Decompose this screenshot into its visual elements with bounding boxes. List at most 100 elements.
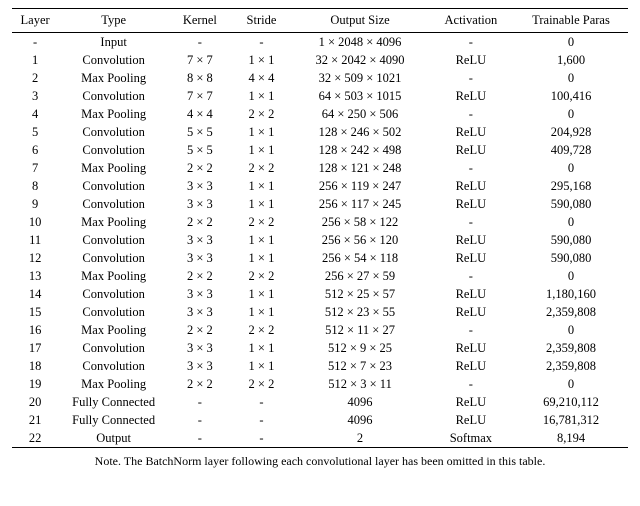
table-header-row: Layer Type Kernel Stride Output Size Act…	[12, 9, 628, 33]
table-cell: ReLU	[428, 285, 514, 303]
table-cell: 8	[12, 177, 58, 195]
table-cell: Convolution	[58, 51, 169, 69]
table-cell: ReLU	[428, 249, 514, 267]
table-cell: -	[231, 393, 293, 411]
col-type: Type	[58, 9, 169, 33]
table-cell: Fully Connected	[58, 411, 169, 429]
table-row: 3Convolution7 × 71 × 164 × 503 × 1015ReL…	[12, 87, 628, 105]
table-cell: ReLU	[428, 87, 514, 105]
table-cell: -	[428, 321, 514, 339]
table-cell: Convolution	[58, 141, 169, 159]
table-row: 9Convolution3 × 31 × 1256 × 117 × 245ReL…	[12, 195, 628, 213]
table-cell: 3 × 3	[169, 231, 231, 249]
table-row: 17Convolution3 × 31 × 1512 × 9 × 25ReLU2…	[12, 339, 628, 357]
table-cell: 0	[514, 33, 628, 52]
table-cell: 0	[514, 267, 628, 285]
table-row: -Input--1 × 2048 × 4096-0	[12, 33, 628, 52]
table-cell: 32 × 509 × 1021	[292, 69, 428, 87]
table-cell: 2 × 2	[231, 321, 293, 339]
table-cell: 7	[12, 159, 58, 177]
table-cell: Max Pooling	[58, 159, 169, 177]
table-cell: ReLU	[428, 411, 514, 429]
table-cell: 9	[12, 195, 58, 213]
table-cell: 590,080	[514, 195, 628, 213]
table-cell: 2 × 2	[231, 159, 293, 177]
table-cell: 1	[12, 51, 58, 69]
table-cell: 1 × 1	[231, 87, 293, 105]
table-cell: 22	[12, 429, 58, 448]
table-cell: 256 × 119 × 247	[292, 177, 428, 195]
table-cell: 21	[12, 411, 58, 429]
table-body: -Input--1 × 2048 × 4096-01Convolution7 ×…	[12, 33, 628, 448]
table-cell: 2 × 2	[169, 267, 231, 285]
col-layer: Layer	[12, 9, 58, 33]
table-cell: -	[169, 393, 231, 411]
table-cell: 15	[12, 303, 58, 321]
table-cell: Softmax	[428, 429, 514, 448]
table-cell: ReLU	[428, 231, 514, 249]
table-cell: 16,781,312	[514, 411, 628, 429]
table-cell: 2 × 2	[231, 105, 293, 123]
table-cell: 512 × 11 × 27	[292, 321, 428, 339]
table-cell: 0	[514, 375, 628, 393]
table-row: 5Convolution5 × 51 × 1128 × 246 × 502ReL…	[12, 123, 628, 141]
table-cell: 20	[12, 393, 58, 411]
table-row: 18Convolution3 × 31 × 1512 × 7 × 23ReLU2…	[12, 357, 628, 375]
col-stride: Stride	[231, 9, 293, 33]
table-cell: 256 × 117 × 245	[292, 195, 428, 213]
table-cell: Convolution	[58, 177, 169, 195]
table-cell: ReLU	[428, 141, 514, 159]
col-kernel: Kernel	[169, 9, 231, 33]
table-row: 14Convolution3 × 31 × 1512 × 25 × 57ReLU…	[12, 285, 628, 303]
table-cell: 512 × 23 × 55	[292, 303, 428, 321]
table-cell: 2 × 2	[231, 267, 293, 285]
table-cell: 14	[12, 285, 58, 303]
table-cell: ReLU	[428, 339, 514, 357]
table-cell: 64 × 250 × 506	[292, 105, 428, 123]
table-cell: 590,080	[514, 231, 628, 249]
table-cell: 1 × 1	[231, 123, 293, 141]
table-cell: 1 × 1	[231, 195, 293, 213]
table-cell: 1,180,160	[514, 285, 628, 303]
table-row: 8Convolution3 × 31 × 1256 × 119 × 247ReL…	[12, 177, 628, 195]
table-row: 19Max Pooling2 × 22 × 2512 × 3 × 11-0	[12, 375, 628, 393]
table-cell: 8 × 8	[169, 69, 231, 87]
table-cell: -	[428, 375, 514, 393]
table-cell: 1 × 1	[231, 141, 293, 159]
table-row: 4Max Pooling4 × 42 × 264 × 250 × 506-0	[12, 105, 628, 123]
table-cell: 19	[12, 375, 58, 393]
table-cell: Convolution	[58, 123, 169, 141]
table-cell: -	[231, 411, 293, 429]
table-cell: 3 × 3	[169, 357, 231, 375]
table-row: 12Convolution3 × 31 × 1256 × 54 × 118ReL…	[12, 249, 628, 267]
table-cell: 512 × 25 × 57	[292, 285, 428, 303]
table-cell: 2	[292, 429, 428, 448]
table-cell: Fully Connected	[58, 393, 169, 411]
table-cell: -	[428, 33, 514, 52]
table-cell: 100,416	[514, 87, 628, 105]
table-cell: -	[169, 33, 231, 52]
table-cell: 4096	[292, 411, 428, 429]
table-cell: 256 × 27 × 59	[292, 267, 428, 285]
table-cell: 3	[12, 87, 58, 105]
table-row: 10Max Pooling2 × 22 × 2256 × 58 × 122-0	[12, 213, 628, 231]
table-cell: 1 × 1	[231, 303, 293, 321]
table-cell: Max Pooling	[58, 375, 169, 393]
table-cell: 2 × 2	[231, 375, 293, 393]
table-cell: 5 × 5	[169, 141, 231, 159]
table-cell: ReLU	[428, 393, 514, 411]
table-cell: 3 × 3	[169, 195, 231, 213]
table-cell: 128 × 242 × 498	[292, 141, 428, 159]
table-cell: 13	[12, 267, 58, 285]
table-cell: 2 × 2	[169, 321, 231, 339]
table-cell: 3 × 3	[169, 249, 231, 267]
col-output-size: Output Size	[292, 9, 428, 33]
table-cell: 5	[12, 123, 58, 141]
table-cell: 17	[12, 339, 58, 357]
table-cell: 2 × 2	[169, 213, 231, 231]
table-row: 11Convolution3 × 31 × 1256 × 56 × 120ReL…	[12, 231, 628, 249]
table-cell: 16	[12, 321, 58, 339]
table-cell: Convolution	[58, 339, 169, 357]
table-row: 20Fully Connected--4096ReLU69,210,112	[12, 393, 628, 411]
table-cell: 2,359,808	[514, 303, 628, 321]
